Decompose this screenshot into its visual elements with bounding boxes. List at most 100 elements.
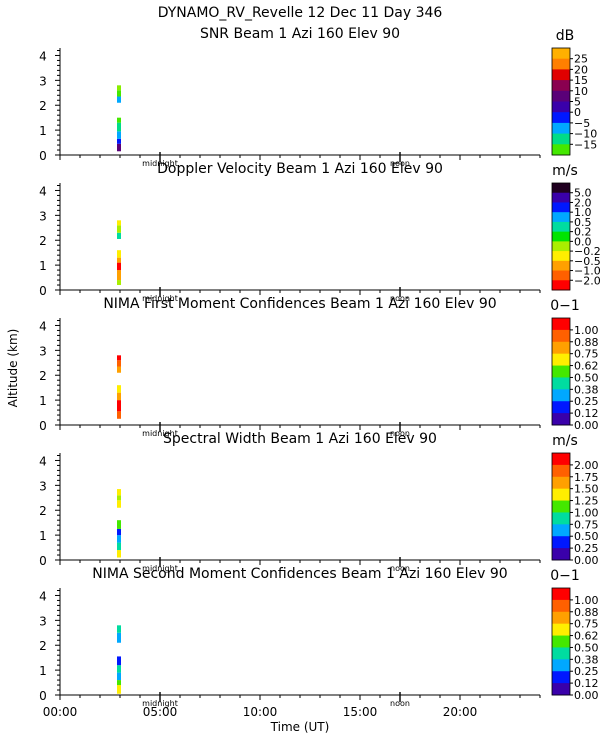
y-tick-label: 3: [39, 479, 47, 493]
marker-label: noon: [390, 294, 410, 303]
colorbar-label: 0.75: [574, 348, 599, 361]
colorbar-cell: [552, 671, 570, 684]
colorbar-label: 20: [574, 63, 588, 76]
colorbar-cell: [552, 488, 570, 501]
y-tick-label: 4: [39, 319, 47, 333]
data-segment: [117, 400, 121, 412]
colorbar-cell: [552, 280, 570, 291]
colorbar-cell: [552, 133, 570, 145]
colorbar-cell: [552, 112, 570, 124]
colorbar-cell: [552, 536, 570, 549]
y-tick-label: 1: [39, 259, 47, 273]
colorbar-label: 0.75: [574, 618, 599, 631]
colorbar-label: 0.88: [574, 336, 599, 349]
colorbar-cell: [552, 647, 570, 660]
colorbar-cell: [552, 611, 570, 625]
y-tick-label: 2: [39, 504, 47, 518]
y-tick-label: 2: [39, 99, 47, 113]
colorbar-unit: 0−1: [550, 298, 580, 314]
colorbar-cell: [552, 548, 570, 561]
colorbar-unit: m/s: [552, 163, 578, 179]
data-segment: [117, 122, 121, 132]
figure-title: DYNAMO_RV_Revelle 12 Dec 11 Day 346: [158, 5, 443, 21]
data-segment: [117, 685, 121, 694]
y-tick-label: 1: [39, 664, 47, 678]
colorbar-cell: [552, 413, 570, 426]
colorbar-cell: [552, 401, 570, 414]
y-tick-label: 2: [39, 234, 47, 248]
x-tick-label: 20:00: [443, 705, 478, 719]
data-segment: [117, 280, 121, 286]
data-segment: [117, 535, 121, 543]
colorbar-label: 1.50: [574, 483, 599, 496]
y-tick-label: 3: [39, 614, 47, 628]
colorbar-label: 0.2: [574, 226, 592, 239]
y-tick-label: 1: [39, 124, 47, 138]
data-segment: [117, 680, 121, 686]
panel-title: Spectral Width Beam 1 Azi 160 Elev 90: [163, 431, 437, 447]
colorbar-cell: [552, 101, 570, 113]
data-segment: [117, 520, 121, 529]
colorbar-label: −2.0: [574, 274, 600, 287]
marker-label: noon: [390, 159, 410, 168]
y-tick-label: 4: [39, 589, 47, 603]
colorbar-label: 0.50: [574, 641, 599, 654]
colorbar-label: −5: [574, 117, 590, 130]
colorbar-label: 1.25: [574, 495, 599, 508]
colorbar-frame: [551, 182, 571, 291]
data-segment: [117, 625, 121, 633]
data-segment: [117, 225, 121, 233]
data-segment: [117, 656, 121, 666]
colorbar-cell: [552, 453, 570, 466]
colorbar-label: 0.00: [574, 689, 599, 702]
colorbar-label: 1.00: [574, 506, 599, 519]
colorbar-cell: [552, 512, 570, 525]
colorbar-label: 1.00: [574, 324, 599, 337]
colorbar-label: −0.2: [574, 245, 600, 258]
colorbar-label: 0.25: [574, 542, 599, 555]
colorbar-unit: m/s: [552, 433, 578, 449]
y-tick-label: 1: [39, 394, 47, 408]
colorbar-cell: [552, 241, 570, 252]
colorbar-cell: [552, 329, 570, 343]
data-segment: [117, 495, 121, 501]
colorbar-cell: [552, 377, 570, 390]
y-tick-label: 0: [39, 284, 47, 298]
x-tick-label: 15:00: [343, 705, 378, 719]
data-segment: [117, 489, 121, 496]
marker-label: midnight: [142, 429, 178, 438]
colorbar-cell: [552, 58, 570, 70]
colorbar-cell: [552, 80, 570, 92]
y-tick-label: 0: [39, 689, 47, 703]
colorbar-label: 0.25: [574, 665, 599, 678]
data-segment: [117, 117, 121, 123]
panel-title: SNR Beam 1 Azi 160 Elev 90: [200, 26, 400, 42]
marker-label: midnight: [142, 699, 178, 708]
panel-1: SNR Beam 1 Azi 160 Elev 90 0 1 2 3 4 midnight n…: [39, 26, 597, 168]
y-tick-label: 1: [39, 529, 47, 543]
y-tick-label: 4: [39, 454, 47, 468]
colorbar-label: 0.25: [574, 395, 599, 408]
data-segment: [117, 257, 121, 263]
colorbar-cell: [552, 623, 570, 636]
colorbar-label: 10: [574, 85, 588, 98]
data-segment: [117, 411, 121, 419]
colorbar-cell: [552, 270, 570, 281]
colorbar-cell: [552, 90, 570, 102]
colorbar-cell: [552, 231, 570, 242]
colorbar-label: 0.75: [574, 518, 599, 531]
colorbar-label: 0.38: [574, 653, 599, 666]
colorbar-label: 1.75: [574, 471, 599, 484]
colorbar-label: 15: [574, 74, 588, 87]
data-segment: [117, 232, 121, 239]
panel-title: NIMA First Moment Confidences Beam 1 Azi…: [103, 296, 496, 312]
panel-5: NIMA Second Moment Confidences Beam 1 Az…: [39, 566, 598, 708]
colorbar-label: 0.00: [574, 419, 599, 432]
x-axis-label: Time (UT): [270, 720, 330, 734]
y-tick-label: 3: [39, 344, 47, 358]
colorbar-label: 5: [574, 96, 581, 109]
marker-label: noon: [390, 564, 410, 573]
colorbar-label: −15: [574, 138, 597, 151]
colorbar-label: 0.5: [574, 216, 592, 229]
colorbar-cell: [552, 365, 570, 378]
